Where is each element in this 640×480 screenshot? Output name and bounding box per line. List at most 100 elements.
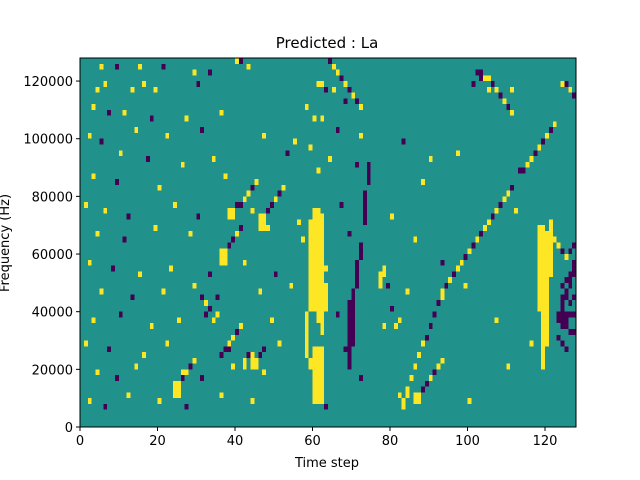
heatmap-cell — [316, 207, 321, 214]
heatmap-cell — [362, 207, 367, 214]
chart-title: Predicted : La — [276, 34, 379, 52]
heatmap-cell — [200, 294, 204, 301]
y-tick-label: 0 — [65, 421, 73, 436]
heatmap-cell — [176, 317, 181, 324]
heatmap-cell — [324, 282, 328, 289]
heatmap-cell — [432, 311, 437, 318]
heatmap-cell — [432, 369, 437, 376]
heatmap-cell — [347, 323, 352, 329]
heatmap-cell — [335, 69, 340, 76]
heatmap-cell — [401, 403, 406, 410]
heatmap-cell — [269, 317, 274, 324]
heatmap-cell — [413, 363, 418, 370]
heatmap-cell — [548, 254, 553, 260]
heatmap-cell — [308, 265, 313, 272]
heatmap-cell — [180, 161, 185, 168]
heatmap-cell — [335, 127, 340, 133]
heatmap-cell — [486, 75, 491, 82]
heatmap-cell — [324, 265, 328, 272]
heatmap-cell — [304, 352, 309, 358]
heatmap-cell — [320, 213, 325, 220]
heatmap-cell — [366, 161, 371, 168]
heatmap-cell — [537, 236, 542, 243]
heatmap-cell — [316, 346, 321, 353]
heatmap-cell — [316, 311, 321, 318]
heatmap-cell — [537, 294, 542, 301]
heatmap-cell — [351, 328, 356, 335]
heatmap-cell — [331, 86, 336, 93]
heatmap-cell — [304, 317, 309, 324]
heatmap-cell — [347, 86, 352, 93]
x-axis-label: Time step — [294, 456, 359, 471]
heatmap-cell — [118, 150, 123, 157]
heatmap-cell — [545, 323, 549, 329]
heatmap-cell — [541, 363, 545, 370]
heatmap-cell — [362, 196, 367, 203]
heatmap-cell — [316, 363, 321, 370]
heatmap-cell — [545, 311, 549, 318]
heatmap-cell — [235, 202, 239, 208]
heatmap-cell — [424, 334, 429, 341]
heatmap-cell — [149, 115, 154, 122]
heatmap-cell — [176, 392, 181, 399]
heatmap-cell — [545, 305, 549, 312]
heatmap-cell — [320, 271, 325, 278]
heatmap-cell — [560, 81, 565, 87]
heatmap-cell — [312, 305, 317, 312]
heatmap-cell — [343, 81, 348, 87]
y-tick-label: 60000 — [32, 248, 73, 263]
heatmap-cell — [568, 328, 573, 335]
heatmap-cell — [320, 115, 325, 122]
heatmap-cell — [572, 311, 576, 318]
heatmap-cell — [351, 334, 356, 341]
heatmap-cell — [320, 265, 325, 272]
heatmap-cell — [529, 156, 534, 162]
heatmap-cell — [320, 392, 325, 399]
heatmap-cell — [362, 213, 367, 220]
heatmap-cell — [308, 294, 313, 301]
heatmap-cell — [316, 386, 321, 393]
heatmap-cell — [390, 213, 394, 220]
heatmap-cell — [541, 346, 545, 353]
heatmap-cell — [312, 207, 317, 214]
heatmap-cell — [498, 202, 503, 208]
heatmap-cell — [548, 242, 553, 249]
heatmap-cell — [316, 277, 321, 283]
heatmap-cell — [273, 271, 278, 278]
heatmap-cell — [262, 132, 266, 139]
heatmap-cell — [545, 294, 549, 301]
heatmap-cell — [355, 265, 359, 272]
heatmap-cell — [320, 277, 325, 283]
heatmap-cell — [262, 213, 266, 220]
heatmap-cell — [541, 282, 545, 289]
heatmap-cell — [316, 398, 321, 404]
y-tick-label: 120000 — [23, 75, 73, 90]
heatmap-cell — [479, 75, 483, 82]
heatmap-cell — [293, 138, 297, 145]
heatmap-cell — [254, 363, 259, 370]
heatmap-cell — [351, 92, 356, 99]
heatmap-cell — [153, 225, 158, 231]
heatmap-cell — [541, 294, 545, 301]
heatmap-cell — [308, 277, 313, 283]
heatmap-cell — [95, 230, 100, 237]
y-tick-label: 40000 — [32, 306, 73, 321]
heatmap-cell — [541, 271, 545, 278]
heatmap-cell — [180, 369, 185, 376]
heatmap-cell — [258, 213, 263, 220]
heatmap-cell — [541, 225, 545, 231]
heatmap-cell — [324, 86, 328, 93]
heatmap-cell — [545, 248, 549, 255]
heatmap-cell — [83, 202, 88, 208]
heatmap-cell — [545, 282, 549, 289]
heatmap-cell — [227, 346, 232, 353]
heatmap-cell — [541, 138, 545, 145]
heatmap-cell — [537, 300, 542, 306]
heatmap-cell — [401, 138, 406, 145]
heatmap-cell — [99, 138, 104, 145]
heatmap-cell — [176, 380, 181, 387]
heatmap-cell — [145, 156, 150, 162]
heatmap-cell — [359, 248, 363, 255]
heatmap-cell — [362, 190, 367, 197]
plot-frame — [79, 57, 577, 428]
